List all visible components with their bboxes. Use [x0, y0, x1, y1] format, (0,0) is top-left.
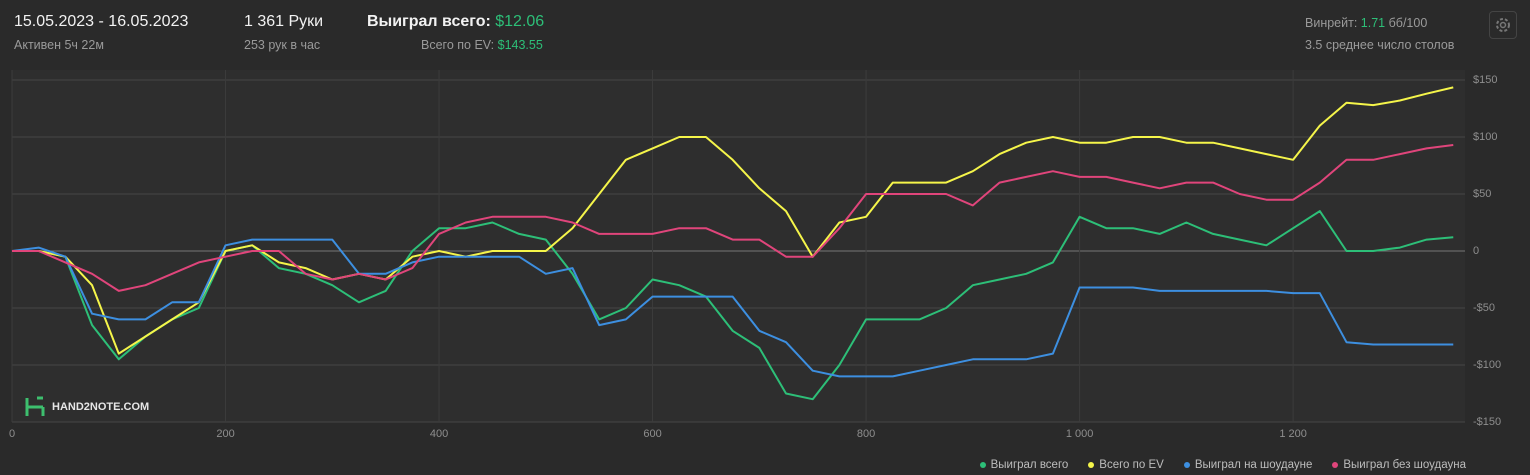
x-tick-label: 1 200: [1279, 428, 1307, 440]
settings-button[interactable]: [1489, 11, 1517, 39]
active-time: Активен 5ч 22м: [14, 38, 104, 52]
x-tick-label: 1 000: [1066, 428, 1094, 440]
logo-icon: [25, 396, 45, 416]
ev-total: Всего по EV: $143.55: [421, 38, 543, 52]
hands: 1 361 Руки: [244, 13, 324, 30]
x-tick-label: 400: [430, 428, 448, 440]
y-tick-label: -$100: [1473, 359, 1501, 371]
hands-per-hour: 253 рук в час: [244, 38, 321, 52]
y-tick-label: $50: [1473, 188, 1491, 200]
x-tick-label: 200: [216, 428, 234, 440]
won-total: Выиграл всего: $12.06: [367, 13, 544, 31]
legend: Выиграл всего Всего по EV Выиграл на шоуда…: [979, 459, 1466, 471]
won-total-label: Выиграл всего:: [367, 13, 491, 30]
winrate-value: 1.71: [1360, 16, 1386, 30]
legend-swatch: [1332, 462, 1339, 468]
legend-item[interactable]: Выиграл без шоудауна: [1332, 459, 1466, 471]
x-tick-label: 600: [643, 428, 661, 440]
y-tick-label: -$50: [1473, 302, 1495, 314]
winrate-label: Винрейт:: [1305, 16, 1358, 30]
legend-label: Выиграл на шоудауне: [1194, 459, 1313, 471]
y-tick-label: $150: [1473, 74, 1497, 86]
legend-swatch: [1183, 462, 1190, 468]
legend-label: Выиграл без шоудауна: [1343, 459, 1466, 471]
winrate-unit: бб/100: [1388, 16, 1428, 30]
legend-item[interactable]: Выиграл всего: [979, 459, 1069, 471]
legend-item[interactable]: Всего по EV: [1088, 459, 1164, 471]
y-tick-label: -$150: [1473, 416, 1501, 428]
legend-swatch: [979, 462, 986, 468]
won-total-value: $12.06: [495, 13, 545, 30]
series-line: [11, 238, 1454, 378]
legend-label: Всего по EV: [1099, 459, 1164, 471]
logo: HAND2NOTE.COM: [24, 396, 149, 418]
x-tick-label: 800: [857, 428, 875, 440]
legend-item[interactable]: Выиграл на шоудауне: [1183, 459, 1313, 471]
ev-value: $143.55: [497, 38, 543, 52]
gear-icon: [1496, 18, 1510, 32]
legend-label: Выиграл всего: [990, 459, 1069, 471]
plot-area: [12, 70, 1465, 422]
y-tick-label: $100: [1473, 131, 1497, 143]
logo-text: HAND2NOTE.COM: [52, 401, 150, 413]
ev-label: Всего по EV:: [421, 38, 495, 52]
series-line: [12, 86, 1454, 355]
date-range: 15.05.2023 - 16.05.2023: [14, 13, 189, 30]
tables: 3.5 среднее число столов: [1305, 38, 1455, 52]
legend-swatch: [1088, 462, 1095, 468]
winrate: Винрейт: 1.71 бб/100: [1305, 16, 1427, 30]
x-tick-label: 0: [9, 428, 15, 440]
series-line: [12, 143, 1454, 292]
y-tick-label: 0: [1473, 245, 1479, 257]
